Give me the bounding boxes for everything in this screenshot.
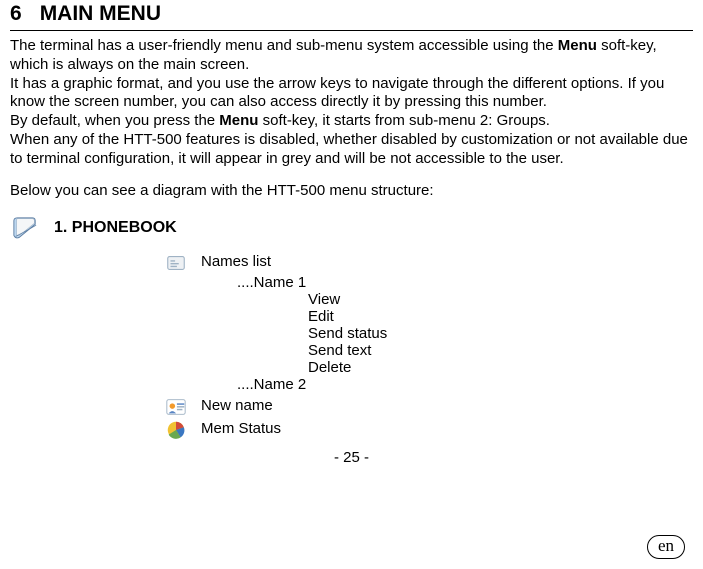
p1-part-a: The terminal has a user-friendly menu an… — [10, 37, 558, 54]
phonebook-title: 1. PHONEBOOK — [54, 219, 177, 237]
name2-label: ....Name 2 — [237, 376, 693, 393]
paragraph-1: The terminal has a user-friendly menu an… — [10, 37, 693, 75]
language-badge: en — [647, 535, 685, 559]
name1-label: ....Name 1 — [237, 274, 693, 291]
p3-part-b: soft-key, it starts from sub-menu 2: Gro… — [258, 112, 549, 129]
paragraph-5: Below you can see a diagram with the HTT… — [10, 182, 693, 201]
body-text: The terminal has a user-friendly menu an… — [10, 31, 693, 201]
menu-tree: Names list ....Name 1 View Edit Send sta… — [165, 251, 693, 441]
send-text-label: Send text — [308, 342, 693, 359]
phonebook-section: 1. PHONEBOOK — [10, 215, 693, 241]
paragraph-4: When any of the HTT-500 features is disa… — [10, 131, 693, 169]
heading-number: 6 — [10, 2, 22, 26]
delete-label: Delete — [308, 359, 693, 376]
view-label: View — [308, 291, 693, 308]
section-heading: 6 MAIN MENU — [10, 0, 693, 31]
mem-status-label: Mem Status — [201, 418, 281, 437]
mem-status-row: Mem Status — [165, 418, 693, 441]
p1-bold: Menu — [558, 37, 597, 54]
heading-title: MAIN MENU — [40, 2, 161, 26]
pie-chart-icon — [165, 419, 187, 441]
names-list-label: Names list — [201, 251, 271, 270]
card-icon — [165, 252, 187, 274]
paragraph-2: It has a graphic format, and you use the… — [10, 75, 693, 113]
send-status-label: Send status — [308, 325, 693, 342]
p3-part-a: By default, when you press the — [10, 112, 219, 129]
new-name-row: New name — [165, 395, 693, 418]
notebook-icon — [10, 215, 40, 241]
new-name-label: New name — [201, 395, 273, 414]
contact-card-icon — [165, 396, 187, 418]
page-number: - 25 - — [10, 449, 693, 466]
paragraph-3: By default, when you press the Menu soft… — [10, 112, 693, 131]
p3-bold: Menu — [219, 112, 258, 129]
edit-label: Edit — [308, 308, 693, 325]
names-list-row: Names list — [165, 251, 693, 274]
